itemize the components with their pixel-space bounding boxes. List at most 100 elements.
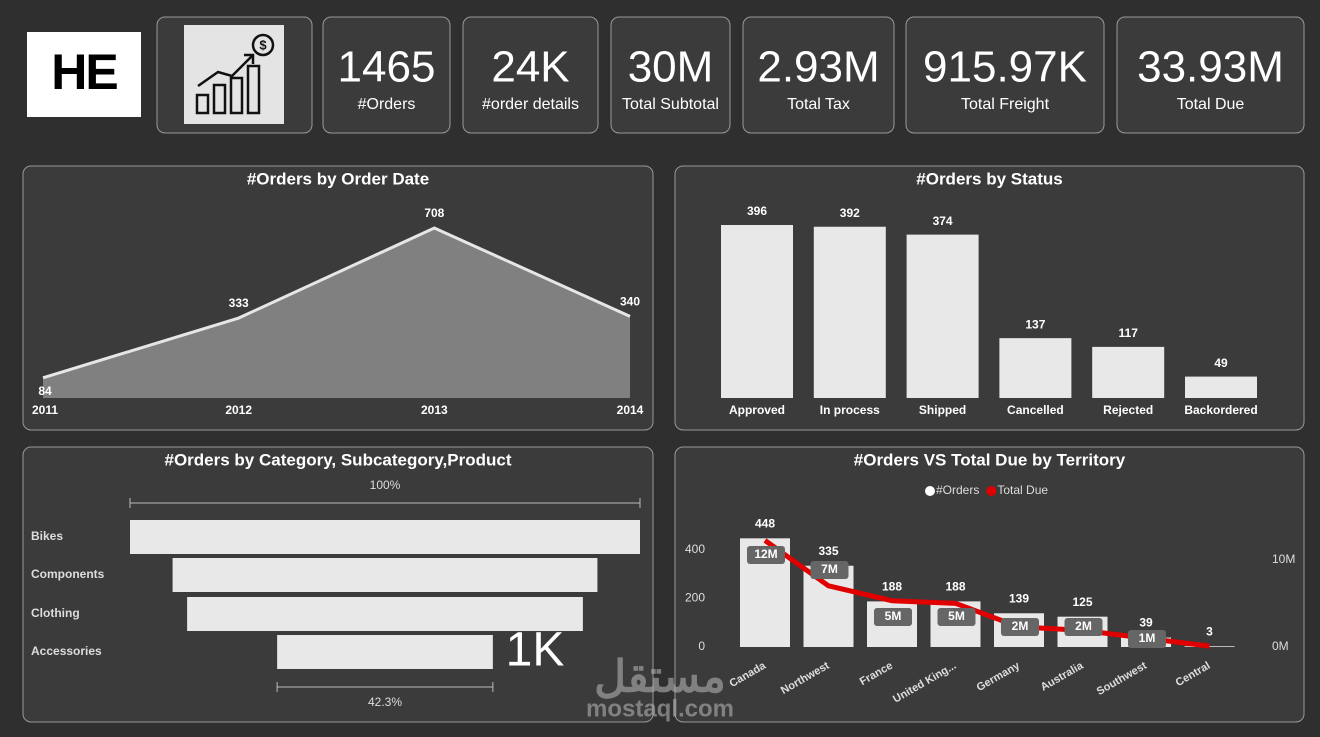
value-label: 5M bbox=[948, 609, 965, 623]
kpi-value: 24K bbox=[491, 43, 569, 92]
data-label: 335 bbox=[818, 544, 838, 558]
bar bbox=[906, 234, 979, 398]
bar bbox=[1184, 646, 1235, 647]
value-label: 2M bbox=[1075, 619, 1092, 633]
data-label: 188 bbox=[882, 580, 902, 594]
percent-label: 42.3% bbox=[368, 695, 402, 709]
value-label-box bbox=[1064, 618, 1103, 636]
data-label: 39 bbox=[1139, 616, 1153, 630]
value-label: 7M bbox=[821, 562, 838, 576]
kpi-row: 1465 #Orders 24K #order details 30M Total Sub… bbox=[322, 16, 1305, 134]
kpi-label: #order details bbox=[482, 96, 579, 113]
logo-box bbox=[27, 32, 141, 117]
area-fill bbox=[43, 228, 630, 398]
data-label: 374 bbox=[933, 214, 953, 228]
kpi-box bbox=[610, 16, 731, 134]
chart: #Orders VS Total Due by Territory 0 200 400… bbox=[674, 446, 1305, 723]
y2-tick-label: 0M bbox=[1272, 639, 1289, 653]
area-line bbox=[42, 226, 631, 380]
value-label-box bbox=[874, 608, 912, 626]
value-label: 1M bbox=[1139, 631, 1156, 645]
x-tick-label: Cancelled bbox=[1007, 403, 1064, 417]
chart: #Orders by Status 396 Approved 392 In proces… bbox=[674, 165, 1305, 431]
y2-tick-label: 10M bbox=[1272, 552, 1295, 566]
bracket bbox=[129, 498, 641, 508]
bar bbox=[721, 225, 793, 398]
value-label-box bbox=[810, 561, 849, 579]
logo: HE bbox=[51, 44, 117, 100]
annotation: 1K bbox=[506, 624, 565, 677]
category-label: Components bbox=[31, 567, 105, 581]
value-label-box bbox=[1001, 618, 1039, 636]
chart-title: #Orders by Order Date bbox=[247, 169, 429, 188]
data-label: 3 bbox=[1206, 624, 1213, 638]
value-label: 12M bbox=[754, 547, 777, 561]
legend-marker bbox=[986, 486, 997, 496]
watermark-arabic: مستقل bbox=[594, 653, 726, 702]
kpi-card: 33.93M Total Due bbox=[1116, 16, 1305, 134]
kpi-label: Total Due bbox=[1177, 96, 1245, 113]
funnel-bar bbox=[172, 558, 598, 592]
value-label-box bbox=[1128, 630, 1166, 648]
chart-title: #Orders by Category, Subcategory,Product bbox=[164, 450, 511, 469]
kpi-label: Total Freight bbox=[961, 96, 1050, 113]
bracket bbox=[276, 682, 494, 692]
value-label: 2M bbox=[1012, 619, 1029, 633]
legend-label: Total Due bbox=[997, 483, 1048, 497]
chart-title: #Orders VS Total Due by Territory bbox=[854, 450, 1126, 469]
value-label-box bbox=[747, 546, 785, 564]
x-tick-label: 2013 bbox=[421, 403, 448, 417]
bar bbox=[803, 565, 854, 647]
data-label: 139 bbox=[1009, 591, 1029, 605]
kpi-box bbox=[322, 16, 451, 134]
kpi-label: Total Tax bbox=[787, 96, 850, 113]
funnel-bar bbox=[277, 635, 493, 669]
watermark-latin: mostaql.com bbox=[586, 695, 734, 722]
svg-text:$: $ bbox=[259, 37, 267, 52]
data-label: 117 bbox=[1119, 326, 1139, 340]
kpi-box bbox=[1116, 16, 1305, 134]
chart: #Orders by Category, Subcategory,Product… bbox=[22, 446, 654, 723]
data-label: 392 bbox=[840, 206, 860, 220]
value-label: 5M bbox=[885, 609, 902, 623]
data-label: 137 bbox=[1025, 317, 1045, 331]
value-label-box bbox=[937, 608, 976, 626]
kpi-value: 33.93M bbox=[1137, 43, 1284, 92]
kpi-value: 915.97K bbox=[923, 43, 1087, 92]
bar bbox=[1185, 376, 1257, 398]
kpi-box bbox=[462, 16, 599, 134]
bar bbox=[813, 226, 886, 398]
charts: #Orders by Order Date 2011 84 2012 333 2013 70… bbox=[22, 165, 1305, 723]
x-tick-label: Shipped bbox=[919, 403, 966, 417]
x-tick-label: Approved bbox=[729, 403, 785, 417]
bar bbox=[999, 338, 1072, 398]
data-label: 188 bbox=[945, 580, 965, 594]
data-label: 448 bbox=[755, 516, 775, 530]
kpi-value: 30M bbox=[628, 43, 714, 92]
x-tick-label: In process bbox=[820, 403, 880, 417]
kpi-value: 1465 bbox=[338, 43, 436, 92]
bar bbox=[1092, 346, 1165, 398]
kpi-box bbox=[742, 16, 895, 134]
kpi-card: 30M Total Subtotal bbox=[610, 16, 731, 134]
kpi-value: 2.93M bbox=[757, 43, 879, 92]
y-tick-label: 0 bbox=[698, 639, 705, 653]
legend-label: #Orders bbox=[936, 483, 979, 497]
x-tick-label: Backordered bbox=[1184, 403, 1257, 417]
chart: #Orders by Order Date 2011 84 2012 333 2013 70… bbox=[22, 165, 654, 431]
chart-title: #Orders by Status bbox=[916, 169, 1062, 188]
kpi-card: 2.93M Total Tax bbox=[742, 16, 895, 134]
x-tick-label: 2012 bbox=[225, 403, 252, 417]
data-label: 396 bbox=[747, 204, 767, 218]
growth-icon: $ bbox=[184, 25, 284, 124]
kpi-card: 1465 #Orders bbox=[322, 16, 451, 134]
category-label: Clothing bbox=[31, 606, 80, 620]
kpi-card: 915.97K Total Freight bbox=[905, 16, 1105, 134]
y-tick-label: 200 bbox=[685, 591, 705, 605]
category-label: Accessories bbox=[31, 644, 102, 658]
x-tick-label: 2014 bbox=[617, 403, 644, 417]
data-label: 340 bbox=[620, 295, 640, 309]
x-tick-label: Rejected bbox=[1103, 403, 1153, 417]
x-tick-label: 2011 bbox=[32, 403, 58, 417]
